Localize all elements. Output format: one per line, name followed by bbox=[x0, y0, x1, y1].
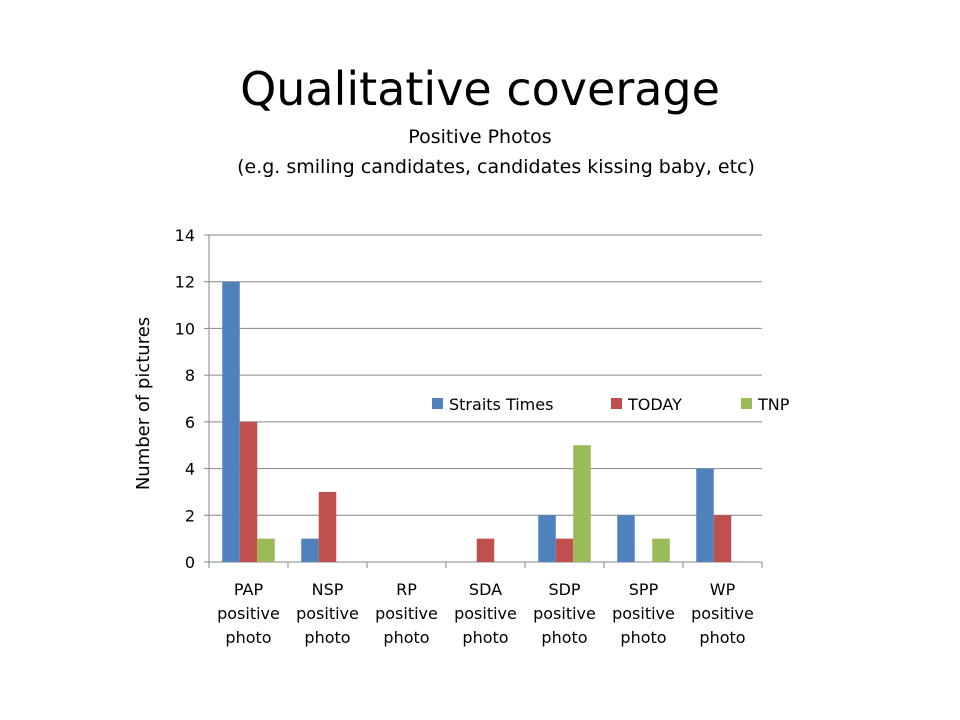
y-tick-label: 8 bbox=[185, 366, 195, 385]
x-tick-label: SDA bbox=[469, 580, 502, 599]
y-tick-label: 14 bbox=[175, 226, 195, 245]
x-tick-label: photo bbox=[383, 628, 429, 647]
bar-straits-times bbox=[538, 515, 556, 562]
bar-tnp bbox=[652, 538, 670, 562]
x-tick-label: positive bbox=[691, 604, 754, 623]
y-tick-label: 12 bbox=[175, 273, 195, 292]
legend-swatch bbox=[741, 398, 752, 409]
x-tick-label: RP bbox=[396, 580, 417, 599]
bar-today bbox=[713, 515, 732, 562]
legend-label: Straits Times bbox=[449, 395, 553, 414]
x-tick-label: positive bbox=[375, 604, 438, 623]
x-tick-label: photo bbox=[225, 628, 271, 647]
y-tick-label: 2 bbox=[185, 506, 195, 525]
x-tick-label: photo bbox=[304, 628, 350, 647]
x-tick-label: photo bbox=[462, 628, 508, 647]
x-tick-label: positive bbox=[612, 604, 675, 623]
slide-title: Qualitative coverage bbox=[240, 62, 720, 116]
y-tick-label: 0 bbox=[185, 553, 195, 572]
bar-tnp bbox=[257, 538, 275, 562]
legend-label: TNP bbox=[757, 395, 790, 414]
bar-today bbox=[476, 538, 495, 562]
x-tick-label: positive bbox=[533, 604, 596, 623]
legend-label: TODAY bbox=[627, 395, 682, 414]
x-tick-label: positive bbox=[454, 604, 517, 623]
x-tick-label: photo bbox=[620, 628, 666, 647]
x-tick-label: PAP bbox=[234, 580, 264, 599]
x-tick-label: positive bbox=[217, 604, 280, 623]
x-tick-label: photo bbox=[699, 628, 745, 647]
bar-straits-times bbox=[617, 515, 635, 562]
legend-swatch bbox=[611, 398, 622, 409]
x-tick-label: WP bbox=[710, 580, 736, 599]
bar-today bbox=[239, 421, 258, 562]
bar-straits-times bbox=[696, 468, 714, 562]
bar-today bbox=[555, 538, 574, 562]
y-axis-label: Number of pictures bbox=[133, 317, 154, 490]
legend-swatch bbox=[432, 398, 443, 409]
x-tick-label: NSP bbox=[312, 580, 344, 599]
bar-tnp bbox=[573, 445, 591, 562]
x-tick-label: photo bbox=[541, 628, 587, 647]
y-tick-label: 10 bbox=[175, 319, 195, 338]
y-tick-label: 6 bbox=[185, 413, 195, 432]
slide-subtitle: Positive Photos bbox=[408, 126, 552, 148]
slide-subtitle-example: (e.g. smiling candidates, candidates kis… bbox=[237, 156, 755, 178]
y-tick-label: 4 bbox=[185, 460, 195, 479]
bar-straits-times bbox=[301, 538, 319, 562]
bar-today bbox=[318, 491, 337, 562]
bar-straits-times bbox=[222, 281, 240, 562]
x-tick-label: SPP bbox=[629, 580, 659, 599]
x-tick-label: positive bbox=[296, 604, 359, 623]
x-tick-label: SDP bbox=[548, 580, 580, 599]
